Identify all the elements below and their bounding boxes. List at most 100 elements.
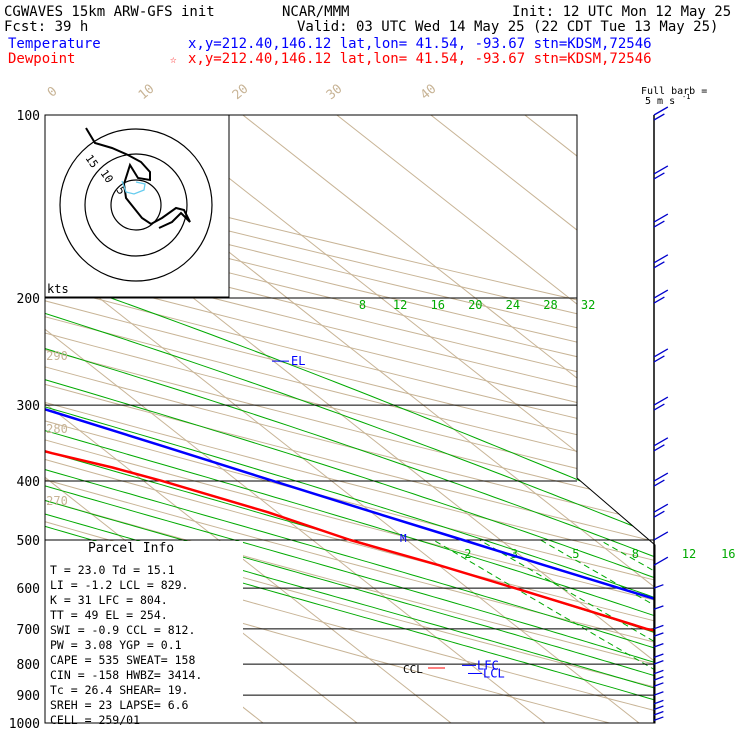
mixing-ratio-label: 5 xyxy=(572,547,579,561)
parcel-info-box: Parcel Info T = 23.0 Td = 15.1LI = -1.2 … xyxy=(45,541,243,727)
isotherm-upper-label: 20 xyxy=(230,82,252,104)
wind-barb xyxy=(653,653,664,659)
isotherm-upper-label: 10 xyxy=(136,82,158,104)
parcel-info-row: T = 23.0 Td = 15.1 xyxy=(50,563,175,577)
temperature-legend: Temperature xyxy=(8,36,101,52)
wind-barb xyxy=(653,503,669,513)
isotherm-line xyxy=(45,115,562,723)
wind-barb xyxy=(653,605,664,610)
isotherm-label: 24 xyxy=(506,298,520,312)
parcel-info-row: SREH = 23 LAPSE= 6.6 xyxy=(50,698,189,712)
wind-barb xyxy=(653,472,669,482)
pressure-tick-label: 300 xyxy=(17,399,40,414)
barb-key: Full barb = 5 m s -1 xyxy=(641,86,707,107)
isotherm-line xyxy=(225,115,655,723)
wind-barb xyxy=(653,172,665,180)
isotherm-line xyxy=(413,115,655,723)
parcel-info-row: K = 31 LFC = 804. xyxy=(50,593,168,607)
moist-adiabat xyxy=(110,297,655,723)
dewpoint-profile xyxy=(45,115,655,722)
barb-key-title: Full barb = xyxy=(641,86,707,97)
wind-barbs xyxy=(653,106,669,721)
theta-left-label: 290 xyxy=(46,349,68,363)
wind-barb xyxy=(653,165,669,175)
dry-adiabat xyxy=(45,115,655,723)
dewpoint-star-icon: ☆ xyxy=(170,53,177,66)
pressure-tick-label: 900 xyxy=(17,689,40,704)
wind-barb xyxy=(653,510,665,518)
mixing-ratio-line xyxy=(652,539,655,723)
mixing-ratio-label: 8 xyxy=(632,547,639,561)
isotherm-label: 32 xyxy=(581,298,595,312)
pressure-tick-label: 200 xyxy=(17,292,40,307)
dry-adiabat xyxy=(45,115,655,723)
isotherm-line xyxy=(319,115,655,723)
dry-adiabat xyxy=(45,115,655,723)
temperature-location: x,y=212.40,146.12 lat,lon= 41.54, -93.67… xyxy=(188,36,652,52)
wind-barb xyxy=(653,396,669,406)
parcel-info-row: CELL = 259/01 xyxy=(50,713,140,727)
header-valid: Valid: 03 UTC Wed 14 May 25 (22 CDT Tue … xyxy=(297,19,718,35)
wind-barb xyxy=(653,106,669,116)
pressure-tick-label: 500 xyxy=(17,534,40,549)
isotherm-upper-label: 40 xyxy=(418,82,440,104)
hodograph-ring xyxy=(84,153,188,257)
dry-adiabat xyxy=(45,115,655,723)
dry-adiabat xyxy=(45,115,655,723)
pressure-tick-label: 1000 xyxy=(9,717,40,732)
theta-left-label: 280 xyxy=(46,422,68,436)
plot-frame xyxy=(44,114,656,724)
header-model: CGWAVES 15km ARW-GFS init xyxy=(4,4,215,20)
wind-barb xyxy=(653,403,665,411)
parcel-info-row: LI = -1.2 LCL = 829. xyxy=(50,578,188,592)
hodograph-ring xyxy=(59,128,213,282)
parcel-info-background xyxy=(45,541,243,723)
pressure-tick-label: 800 xyxy=(17,658,40,673)
mixing-ratio-line xyxy=(692,540,740,736)
isotherm-upper-label: 30 xyxy=(324,82,346,104)
moist-adiabat xyxy=(45,297,655,723)
parcel-info-row: SWI = -0.9 CCL = 812. xyxy=(50,623,195,637)
isotherm-label: 16 xyxy=(430,298,444,312)
isotherm-line xyxy=(507,115,655,723)
moist-adiabat xyxy=(45,297,655,723)
hodograph-lowlevel-trace xyxy=(121,180,146,195)
isotherm-upper-label: 0 xyxy=(45,84,61,101)
pressure-tick-label: 600 xyxy=(17,582,40,597)
mixing-ratio-label: 12 xyxy=(682,547,696,561)
wind-barb xyxy=(653,479,665,487)
dry-adiabat xyxy=(45,115,655,723)
parcel-info-row: Tc = 26.4 SHEAR= 19. xyxy=(50,683,188,697)
ccl-label: CCL xyxy=(403,663,423,676)
isotherm-label: 12 xyxy=(393,298,407,312)
isotherm-line xyxy=(131,115,655,723)
header-fcst: Fcst: 39 h xyxy=(4,19,88,35)
hodograph-trace xyxy=(85,127,191,229)
theta-left-label: 270 xyxy=(46,494,68,508)
isotherm-line xyxy=(601,115,655,723)
wind-barb xyxy=(653,705,664,711)
wind-barb xyxy=(653,213,669,223)
wind-barb xyxy=(653,254,669,264)
el-label: EL xyxy=(291,354,305,368)
wind-barb xyxy=(653,220,665,228)
wind-barb xyxy=(653,710,664,716)
moist-adiabat xyxy=(45,297,655,723)
wind-barb xyxy=(653,444,665,452)
mixing-ratio-line xyxy=(723,540,740,736)
pressure-tick-label: 400 xyxy=(17,475,40,490)
hodograph-frame xyxy=(44,114,230,298)
parcel-info-row: PW = 3.08 YGP = 0.1 xyxy=(50,638,182,652)
parcel-info-row: CIN = -158 HWBZ= 3414. xyxy=(50,668,202,682)
wind-barb xyxy=(653,556,669,566)
wind-barb xyxy=(653,296,665,304)
wind-barb xyxy=(653,348,669,358)
profiles xyxy=(45,115,655,722)
wind-barb xyxy=(653,261,665,269)
wind-barb xyxy=(653,289,669,299)
hodograph-units: kts xyxy=(47,282,69,296)
wind-barb xyxy=(653,643,664,648)
m-label: M xyxy=(400,532,407,545)
